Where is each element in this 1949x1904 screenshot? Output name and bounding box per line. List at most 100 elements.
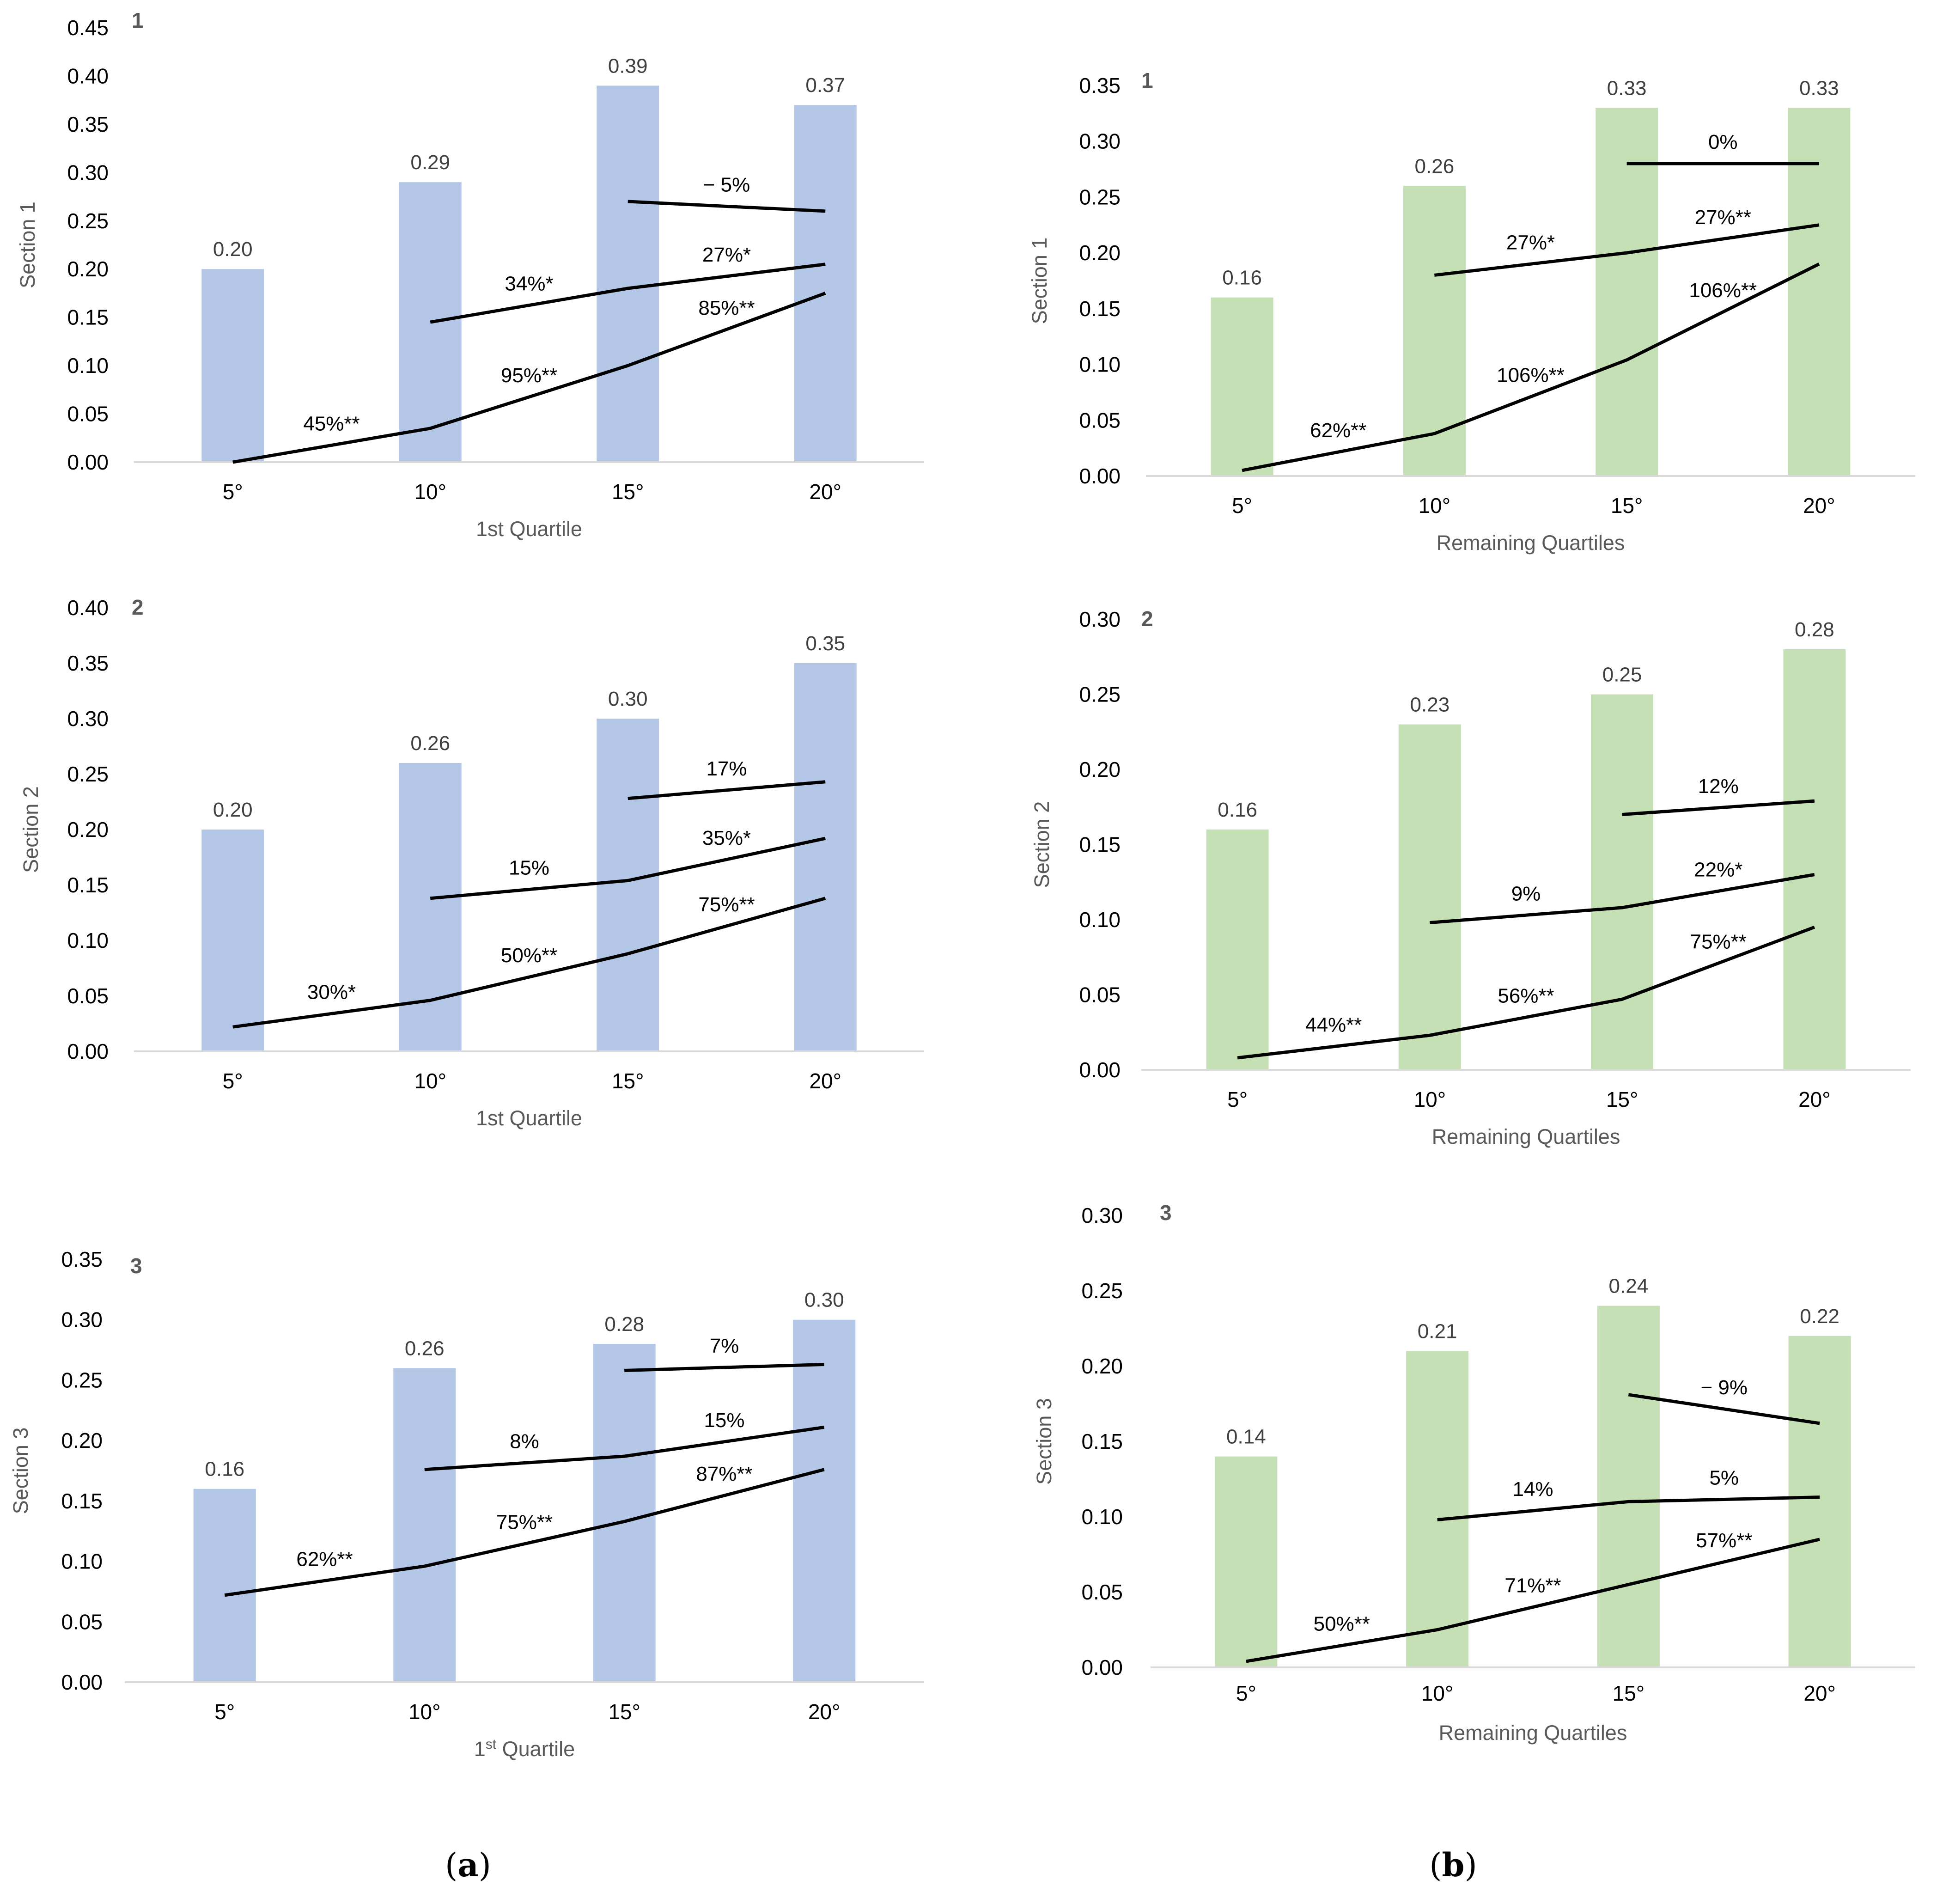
y-axis-title: Section 3 (1032, 1398, 1056, 1485)
growth-annotation: 0% (1708, 131, 1738, 153)
growth-annotation: 30%* (307, 981, 356, 1003)
y-tick-label: 0.15 (67, 873, 109, 897)
y-tick-label: 0.45 (67, 16, 109, 40)
growth-annotation: 9% (1511, 882, 1541, 905)
growth-annotation: 56%** (1498, 984, 1554, 1007)
x-axis-title: 1st Quartile (476, 1106, 582, 1130)
x-tick-label: 20° (809, 480, 841, 504)
growth-annotation: 8% (510, 1430, 539, 1453)
chart-number: 1 (132, 8, 144, 32)
x-tick-label: 15° (1606, 1087, 1638, 1111)
x-axis-title: Remaining Quartiles (1432, 1125, 1620, 1148)
chart-b2: 0.00 0.05 0.10 0.15 0.20 0.25 0.30 0.16 0.23 0.25… (1030, 607, 1911, 1148)
growth-annotation: 34%* (505, 273, 553, 295)
x-axis-title: 1st Quartile (476, 517, 582, 541)
chart-b1: 0.00 0.05 0.10 0.15 0.20 0.25 0.30 0.35 0.16 0.26… (1028, 68, 1915, 555)
y-tick-label: 0.15 (1081, 1429, 1123, 1453)
growth-annotation: 85%** (698, 297, 755, 319)
chart-number: 1 (1141, 68, 1153, 92)
y-tick-label: 0.00 (1079, 464, 1121, 488)
x-tick-label: 15° (612, 480, 644, 504)
trend-line-2 (1430, 873, 1815, 924)
y-tick-label: 0.35 (1079, 73, 1121, 98)
bar-4 (1783, 649, 1846, 1070)
bar-value-label: 0.22 (1800, 1305, 1839, 1328)
x-tick-label: 5° (223, 480, 243, 504)
y-tick-label: 0.30 (1081, 1203, 1123, 1227)
bar-value-label: 0.26 (405, 1337, 445, 1360)
y-tick-label: 0.25 (1079, 683, 1121, 707)
bar-value-label: 0.33 (1607, 77, 1647, 99)
y-tick-label: 0.30 (67, 160, 109, 184)
trend-line-1 (1237, 925, 1815, 1060)
bar-2 (1406, 1351, 1469, 1667)
trend-line-1 (1242, 262, 1820, 472)
bar-4 (1788, 1336, 1851, 1667)
growth-annotation: 14% (1512, 1478, 1553, 1501)
y-tick-label: 0.10 (67, 354, 109, 378)
bar-1 (201, 269, 264, 462)
bar-2 (1398, 724, 1461, 1070)
y-tick-label: 0.35 (67, 651, 109, 675)
y-tick-label: 0.05 (67, 402, 109, 426)
bar-2 (399, 763, 462, 1051)
y-tick-label: 0.25 (67, 762, 109, 786)
x-tick-label: 20° (808, 1700, 841, 1724)
trend-line-3 (1622, 799, 1815, 816)
growth-annotation: 87%** (696, 1463, 752, 1485)
trend-line-1 (224, 1468, 825, 1597)
growth-annotation: 71%** (1504, 1574, 1561, 1597)
bar-value-label: 0.26 (1415, 155, 1455, 177)
y-tick-label: 0.10 (1079, 353, 1121, 377)
growth-annotation: 7% (710, 1335, 739, 1357)
bar-2 (1403, 186, 1466, 476)
growth-annotation: 15% (509, 857, 549, 879)
panel-label-b: (b) (1429, 1846, 1477, 1884)
y-tick-label: 0.15 (1079, 833, 1121, 857)
trend-line-2 (424, 1425, 825, 1471)
growth-annotation: 62%** (1310, 419, 1366, 442)
x-tick-label: 20° (1803, 1681, 1836, 1705)
bar-1 (1215, 1456, 1278, 1667)
y-tick-label: 0.25 (1081, 1279, 1123, 1303)
chart-b3: 0.00 0.05 0.10 0.15 0.20 0.25 0.30 0.14 0.21 0.24… (1032, 1201, 1915, 1745)
growth-annotation: 75%** (496, 1511, 553, 1534)
x-tick-label: 15° (1611, 494, 1643, 518)
chart-number: 3 (1160, 1201, 1172, 1225)
y-tick-label: 0.10 (67, 928, 109, 952)
trend-line-3 (627, 780, 826, 800)
bar-value-label: 0.26 (410, 732, 450, 755)
growth-annotation: − 5% (703, 173, 750, 196)
growth-annotation: 45%** (303, 412, 359, 435)
bar-value-label: 0.16 (1222, 267, 1262, 289)
bar-3 (1591, 694, 1654, 1070)
growth-annotation: 57%** (1696, 1529, 1752, 1552)
y-tick-label: 0.10 (61, 1550, 103, 1574)
growth-annotation: 17% (706, 757, 747, 780)
growth-annotation: 106%** (1497, 364, 1565, 387)
y-tick-label: 0.40 (67, 64, 109, 88)
x-tick-label: 10° (1414, 1087, 1446, 1111)
y-tick-label: 0.00 (67, 1039, 109, 1063)
chart-a2: 0.00 0.05 0.10 0.15 0.20 0.25 0.30 0.35 0.40 0.20… (19, 595, 924, 1130)
y-tick-label: 0.40 (67, 596, 109, 620)
bar-value-label: 0.39 (608, 55, 648, 77)
chart-a1: 0.00 0.05 0.10 0.15 0.20 0.25 0.30 0.35 0.40 0.45… (16, 8, 924, 541)
x-axis-title: 1st Quartile (474, 1737, 575, 1761)
chart-a3: 0.00 0.05 0.10 0.15 0.20 0.25 0.30 0.35 0.16 0.26… (9, 1247, 924, 1761)
x-tick-label: 15° (1613, 1681, 1645, 1705)
x-tick-label: 10° (1419, 494, 1451, 518)
bar-3 (1597, 1306, 1660, 1667)
bar-3 (597, 719, 659, 1051)
bar-value-label: 0.30 (804, 1289, 844, 1312)
growth-annotation: 5% (1709, 1467, 1739, 1489)
x-tick-label: 5° (1227, 1087, 1248, 1111)
y-tick-label: 0.05 (67, 984, 109, 1008)
bar-1 (201, 830, 264, 1051)
x-tick-label: 5° (223, 1069, 243, 1093)
trend-line-3 (1628, 1393, 1820, 1425)
bar-4 (794, 105, 857, 463)
y-tick-label: 0.30 (67, 707, 109, 731)
y-tick-label: 0.00 (1081, 1655, 1123, 1679)
